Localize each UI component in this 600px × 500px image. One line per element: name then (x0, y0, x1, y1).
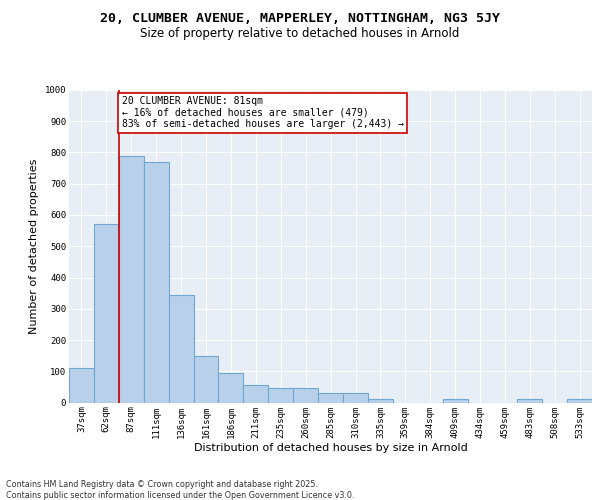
Bar (69, 368, 94, 402)
Bar (368, 400, 393, 402)
Bar (517, 400, 542, 402)
Y-axis label: Number of detached properties: Number of detached properties (29, 158, 39, 334)
Bar (318, 393, 343, 402)
X-axis label: Distribution of detached houses by size in Arnold: Distribution of detached houses by size … (194, 443, 467, 453)
Bar (293, 388, 318, 402)
Bar (194, 356, 218, 403)
Text: Contains HM Land Registry data © Crown copyright and database right 2025.
Contai: Contains HM Land Registry data © Crown c… (6, 480, 355, 500)
Bar (94, 224, 119, 402)
Bar (268, 388, 293, 402)
Text: Size of property relative to detached houses in Arnold: Size of property relative to detached ho… (140, 28, 460, 40)
Bar (218, 373, 244, 402)
Bar (567, 400, 592, 402)
Bar (144, 162, 169, 402)
Bar (443, 400, 467, 402)
Text: 20 CLUMBER AVENUE: 81sqm
← 16% of detached houses are smaller (479)
83% of semi-: 20 CLUMBER AVENUE: 81sqm ← 16% of detach… (122, 96, 404, 130)
Bar (119, 156, 144, 402)
Bar (244, 386, 268, 402)
Text: 20, CLUMBER AVENUE, MAPPERLEY, NOTTINGHAM, NG3 5JY: 20, CLUMBER AVENUE, MAPPERLEY, NOTTINGHA… (100, 12, 500, 26)
Bar (343, 393, 368, 402)
Bar (169, 294, 194, 403)
